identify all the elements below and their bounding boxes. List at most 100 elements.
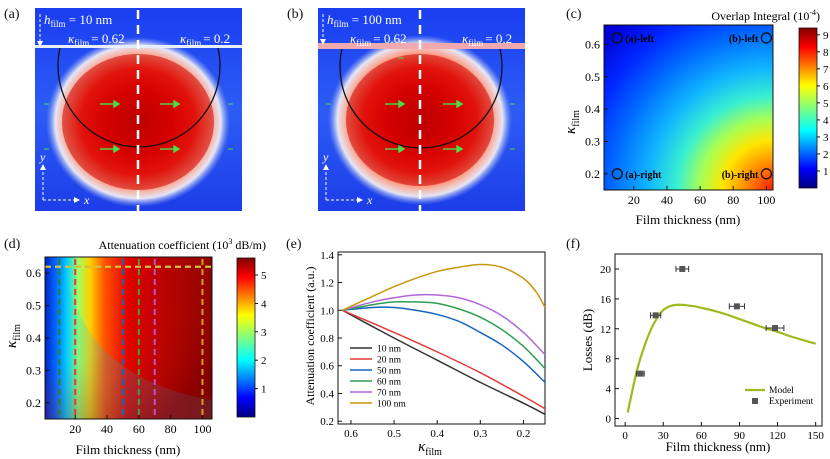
panel-f-ytick-label: 0 (606, 414, 612, 426)
panel-c-marker-label: (b)-right (722, 170, 759, 181)
panel-c-colorbar-label: 9 (823, 30, 829, 42)
panel-b-k-left: κfilm = 0.62 (350, 31, 407, 48)
panel-d-colorbar-label: 3 (261, 327, 267, 339)
panel-c-ytick-label: 0.3 (585, 134, 600, 148)
panel-f-ylabel: Losses (dB) (580, 309, 595, 371)
panel-d-colorbar (236, 257, 256, 418)
panel-e-ytick-label: 0.6 (320, 361, 334, 373)
panel-c-xtick-label: 80 (727, 193, 739, 207)
panel-c-marker (611, 168, 623, 180)
panel-d-colorbar-label: 5 (261, 270, 267, 282)
panel-d-xtick-label: 60 (133, 422, 145, 436)
panel-f-legend-exp-label: Experiment (769, 397, 814, 407)
panel-a-axes-glyph: x y (39, 150, 90, 207)
panel-c-ytick-label: 0.6 (585, 37, 600, 51)
panel-e-ytick-label: 0.4 (320, 388, 334, 400)
panel-d-ytick-label: 0.5 (26, 299, 41, 313)
panel-d-xlabel: Film thickness (nm) (76, 442, 181, 457)
panel-c-ytick-label: 0.5 (585, 70, 600, 84)
panel-c-title: Overlap Integral (10-4) (711, 8, 820, 23)
panel-b-axes-glyph: x y (322, 150, 373, 207)
panel-e-series-line (342, 309, 546, 410)
panel-c-colorbar-label: 4 (823, 115, 829, 127)
panel-f-xlabel: Film thickness (nm) (666, 439, 771, 454)
panel-c-colorbar-label: 2 (823, 149, 829, 161)
panel-f-xtick-label: 0 (622, 430, 628, 442)
panel-c-xtick-label: 100 (757, 193, 775, 207)
panel-a-x-label: x (83, 193, 90, 207)
panel-c-colorbar-label: 6 (823, 81, 829, 93)
panel-d-colorbar-label: 4 (261, 298, 267, 310)
panel-b-y-label: y (322, 150, 329, 164)
panel-e: (e) 0.6 0.5 0.4 0.3 0.2 0.2 0.4 0.6 0.8 1.0 1.2 1.4… (286, 237, 546, 458)
panel-e-xtick-label: 0.6 (344, 428, 358, 440)
panel-f-experiment-point (652, 312, 659, 319)
panel-b-h-label: hfilm = 100 nm (327, 12, 402, 29)
panel-f-xtick-label: 30 (658, 430, 670, 442)
panel-f-label: (f) (566, 237, 580, 252)
panel-e-legend-label: 20 nm (377, 356, 402, 366)
panel-a-field-arrows (44, 99, 233, 154)
panel-e-xlabel: κfilm (418, 439, 442, 458)
panel-c-colorbar-label: 5 (823, 98, 829, 110)
panel-f-ytick-label: 16 (600, 294, 612, 306)
panel-a-k-left: κfilm = 0.62 (68, 31, 125, 48)
panel-b-field-arrows (326, 57, 515, 154)
panel-d-ytick-label: 0.3 (26, 363, 41, 377)
panel-c-ytick-label: 0.4 (585, 102, 600, 116)
panel-c-colorbar (798, 27, 818, 189)
panel-f-xtick-label: 150 (807, 430, 824, 442)
panel-f: (f) 0 30 60 90 120 150 0 4 8 12 16 20 ModelExperime… (566, 237, 824, 454)
panel-e-series-line (342, 306, 546, 383)
panel-c-xtick-label: 60 (694, 193, 706, 207)
panel-b-x-label: x (366, 193, 373, 207)
panel-f-experiment-point (679, 265, 686, 272)
panel-a-label: (a) (4, 7, 20, 22)
panel-d-xtick-label: 40 (101, 422, 113, 436)
panel-b-label: (b) (287, 7, 304, 22)
panel-f-experiment-point (772, 325, 779, 332)
panel-c-xtick-label: 40 (661, 193, 673, 207)
panel-e-series-line (341, 263, 546, 311)
panel-b: hfilm = 100 nm κfilm = 0.62 κfilm = 0.2 x … (287, 7, 525, 211)
panel-e-series-line (342, 293, 546, 356)
panel-d-ytick-label: 0.6 (26, 266, 41, 280)
panel-d-xtick-label: 100 (193, 422, 211, 436)
panel-e-ytick-label: 1.0 (320, 305, 334, 317)
panel-e-series-line (342, 300, 546, 370)
panel-d-colorbar-label: 1 (261, 384, 267, 396)
panel-b-film-layer (318, 43, 525, 49)
panel-f-ytick-label: 8 (606, 354, 612, 366)
panel-e-ytick-label: 0.2 (320, 416, 334, 428)
panel-f-xtick-label: 60 (696, 430, 708, 442)
panel-c-marker-label: (a)-right (625, 170, 662, 181)
panel-c-ylabel: κfilm (563, 110, 582, 134)
panel-c-colorbar-label: 1 (823, 166, 829, 178)
panel-e-ytick-label: 1.4 (320, 250, 334, 262)
panel-c-marker-label: (a)-left (625, 34, 655, 45)
panel-e-series-line (341, 309, 546, 415)
panel-d-ytick-label: 0.4 (26, 331, 41, 345)
panel-c-heatmap (604, 25, 773, 190)
panel-e-label: (e) (286, 237, 302, 252)
panel-f-model-line (626, 303, 816, 413)
panel-a: hfilm = 10 nm κfilm = 0.62 κfilm = 0.2 x y… (4, 7, 242, 211)
panel-f-legend-model-label: Model (769, 386, 794, 396)
panel-f-frame (614, 253, 823, 427)
panel-c-colorbar-label: 7 (823, 64, 829, 76)
panel-c-frame (603, 24, 774, 191)
panel-c-label: (c) (566, 7, 582, 22)
panel-c-xtick-label: 20 (628, 193, 640, 207)
panel-f-experiment-point (733, 303, 740, 310)
panel-e-ylabel: Attenuation coefficient (a.u.) (303, 266, 317, 405)
panel-d-title: Attenuation coefficient (103 dB/m) (99, 237, 266, 252)
panel-d-ylabel: κfilm (4, 324, 23, 348)
panel-e-xtick-label: 0.2 (517, 428, 531, 440)
panel-e-legend-label: 10 nm (377, 345, 402, 355)
panel-d-colorbar-label: 2 (261, 355, 267, 367)
panel-d: (d) Attenuation coefficient (103 dB/m) F… (4, 237, 267, 457)
panel-f-ytick-label: 4 (606, 384, 612, 396)
panel-a-h-label: hfilm = 10 nm (44, 12, 112, 29)
panel-e-legend-label: 100 nm (377, 400, 406, 410)
